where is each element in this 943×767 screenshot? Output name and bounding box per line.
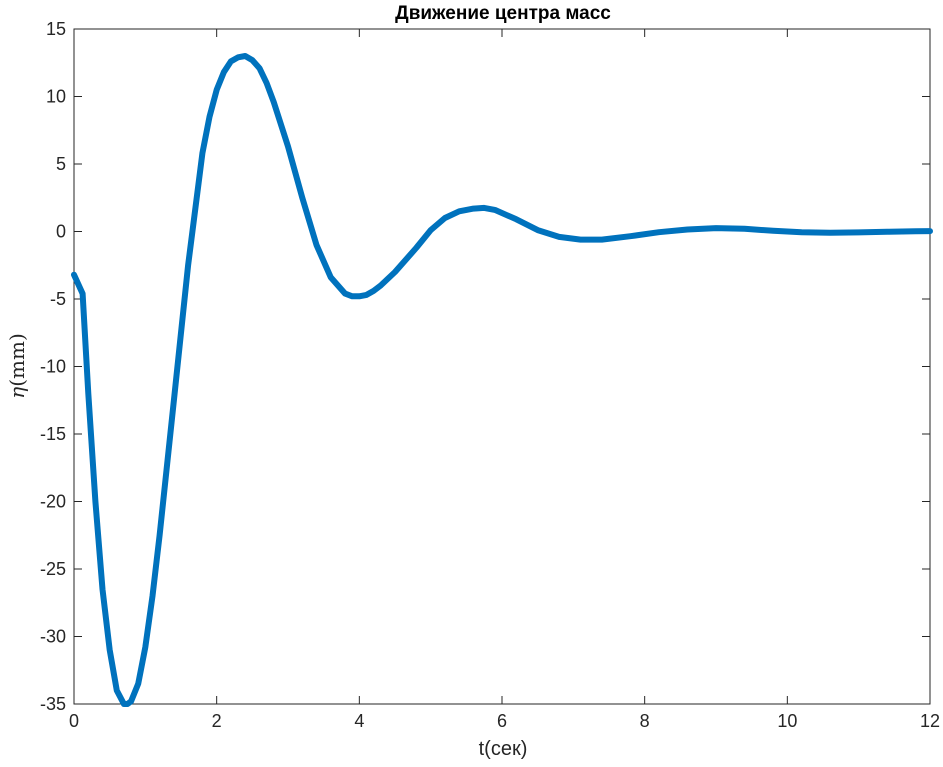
y-tick-label: -30 bbox=[40, 627, 66, 647]
svg-text:η(mm): η(mm) bbox=[5, 333, 29, 399]
plot-area bbox=[73, 28, 931, 705]
y-tick-label: -35 bbox=[40, 694, 66, 714]
x-axis: 0 2 4 6 8 10 12 bbox=[69, 29, 940, 731]
chart-title: Движение центра масс bbox=[395, 3, 611, 24]
y-axis-label-symbol: η bbox=[5, 387, 29, 399]
y-tick-label: 10 bbox=[46, 87, 66, 107]
x-tick-label: 4 bbox=[354, 711, 364, 731]
x-tick-label: 12 bbox=[920, 711, 940, 731]
y-tick-label: -20 bbox=[40, 492, 66, 512]
x-axis-label: t(сек) bbox=[479, 738, 528, 760]
y-tick-label: -10 bbox=[40, 357, 66, 377]
x-tick-label: 0 bbox=[69, 711, 79, 731]
x-tick-label: 10 bbox=[777, 711, 797, 731]
y-axis-label-unit: (mm) bbox=[5, 333, 29, 387]
y-tick-label: -25 bbox=[40, 559, 66, 579]
series-layer bbox=[71, 53, 933, 707]
y-axis: 15 10 5 0 -5 -10 -15 -20 -25 -30 -35 bbox=[40, 19, 930, 714]
y-tick-label: 5 bbox=[56, 154, 66, 174]
y-tick-label: 15 bbox=[46, 19, 66, 39]
series-line bbox=[71, 53, 933, 707]
x-tick-label: 8 bbox=[640, 711, 650, 731]
y-tick-label: -15 bbox=[40, 424, 66, 444]
x-tick-label: 2 bbox=[212, 711, 222, 731]
y-tick-label: -5 bbox=[50, 289, 66, 309]
y-tick-label: 0 bbox=[56, 222, 66, 242]
y-axis-label: η(mm) bbox=[5, 333, 29, 399]
x-tick-label: 6 bbox=[497, 711, 507, 731]
